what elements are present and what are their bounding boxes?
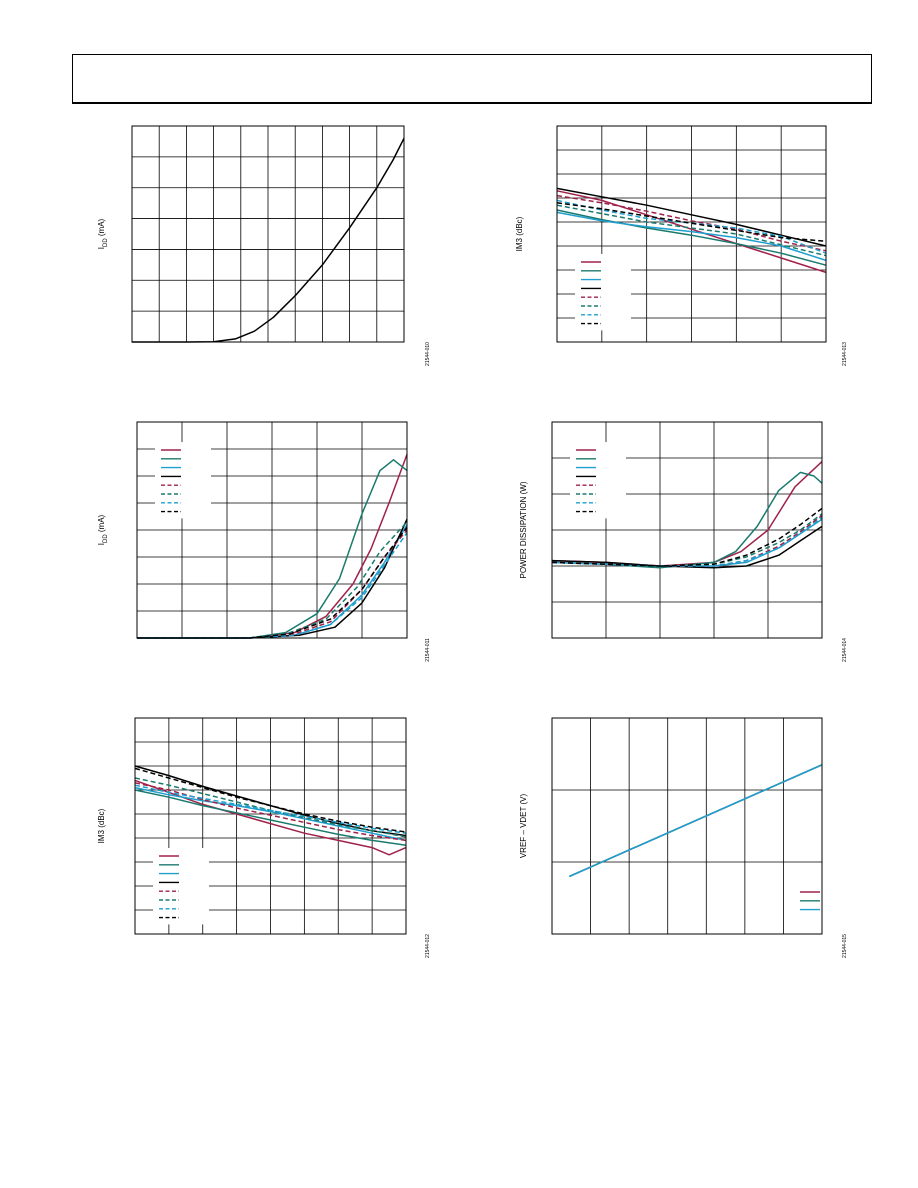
plot-frame <box>556 125 827 343</box>
plot-frame <box>551 717 823 935</box>
series-line <box>134 784 407 834</box>
chart-panel-6: VREF – VDET (V) 21544-015 <box>504 710 864 972</box>
figure-code: 21544-013 <box>842 342 848 366</box>
y-axis-label: IM3 (dBc) <box>97 808 106 843</box>
series-line <box>551 471 823 569</box>
series-line <box>556 202 827 242</box>
series-line <box>134 786 407 842</box>
series-line <box>556 190 827 274</box>
legend-box <box>570 442 626 519</box>
y-axis-label: VREF – VDET (V) <box>519 794 528 859</box>
page-header-frame <box>72 54 872 104</box>
y-axis-label: IDD (mA) <box>97 514 109 545</box>
chart-legend <box>155 442 211 519</box>
series-line <box>551 518 823 567</box>
figure-code: 21544-011 <box>425 638 431 662</box>
y-axis-label: IDD (mA) <box>97 218 109 249</box>
series-line <box>551 507 823 567</box>
chart-legend <box>575 254 631 331</box>
series-line <box>551 516 823 567</box>
series-line <box>556 209 827 266</box>
series-line <box>569 764 823 878</box>
legend-box <box>575 254 631 331</box>
chart-svg-2: IM3 (dBc) 21544-013 <box>515 125 848 366</box>
series-line <box>551 513 823 567</box>
series-line <box>556 211 827 262</box>
series-line <box>134 789 407 846</box>
chart-panel-2: IM3 (dBc) 21544-013 <box>504 118 864 380</box>
chart-legend <box>570 442 626 519</box>
series-line <box>556 204 827 257</box>
y-axis-label: IM3 (dBc) <box>515 216 524 251</box>
chart-svg-5: IM3 (dBc) 21544-012 <box>97 717 431 958</box>
series-line <box>134 767 407 833</box>
chart-svg-3: IDD (mA) 21544-011 <box>97 421 431 662</box>
figure-code: 21544-010 <box>425 342 431 366</box>
series-line <box>551 525 823 569</box>
chart-panel-4: POWER DISSIPATION (W) 21544-014 <box>504 414 864 676</box>
plot-frame <box>134 717 407 935</box>
series-line <box>556 194 827 252</box>
chart-grid <box>132 126 404 342</box>
figure-code: 21544-014 <box>842 638 848 662</box>
legend-box <box>153 848 209 925</box>
figure-code: 21544-012 <box>425 934 431 958</box>
figure-code: 21544-015 <box>842 934 848 958</box>
chart-svg-4: POWER DISSIPATION (W) 21544-014 <box>519 421 848 662</box>
chart-grid <box>552 718 822 934</box>
series-line <box>134 782 407 842</box>
series-line <box>556 187 827 247</box>
chart-svg-1: IDD (mA) 21544-010 <box>97 125 431 366</box>
plot-frame <box>136 421 408 639</box>
legend-box <box>155 442 211 519</box>
chart-panel-3: IDD (mA) 21544-011 <box>90 414 450 676</box>
plot-frame <box>551 421 823 639</box>
chart-panel-1: IDD (mA) 21544-010 <box>90 118 450 380</box>
plot-frame <box>131 125 405 343</box>
chart-grid <box>552 422 822 638</box>
chart-svg-6: VREF – VDET (V) 21544-015 <box>519 717 850 958</box>
y-axis-label: POWER DISSIPATION (W) <box>519 481 528 578</box>
chart-legend <box>153 848 209 925</box>
chart-panel-5: IM3 (dBc) 21544-012 <box>90 710 450 972</box>
